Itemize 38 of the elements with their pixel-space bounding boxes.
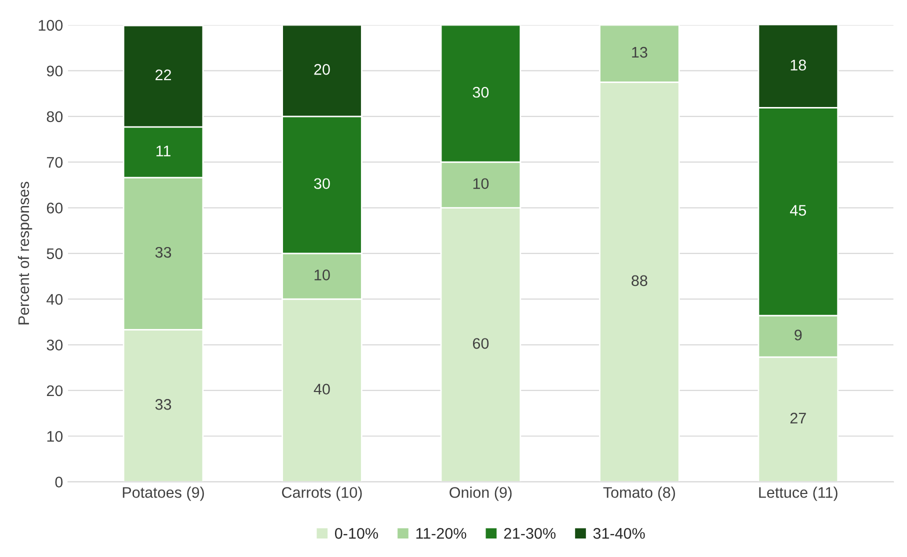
x-tick-label: Onion (9) bbox=[450, 486, 512, 501]
data-label: 27 bbox=[790, 412, 806, 424]
data-label: 88 bbox=[632, 275, 648, 286]
data-label: 18 bbox=[790, 60, 806, 70]
data-label: 10 bbox=[314, 270, 330, 280]
data-label: 40 bbox=[314, 384, 330, 395]
x-tick-label: Carrots (10) bbox=[282, 486, 362, 501]
legend-label: 21-30% bbox=[504, 528, 556, 539]
data-label: 60 bbox=[472, 338, 489, 349]
y-tick-label: 30 bbox=[46, 340, 63, 350]
data-label: 30 bbox=[314, 178, 330, 190]
y-tick-label: 0 bbox=[55, 476, 63, 488]
x-tick-label: Potatoes (9) bbox=[122, 486, 204, 501]
x-tick-label: Lettuce (11) bbox=[759, 486, 838, 501]
y-tick-label: 40 bbox=[46, 294, 63, 305]
data-label: 33 bbox=[155, 399, 172, 410]
data-label: 11 bbox=[156, 146, 170, 156]
y-tick-label: 90 bbox=[46, 66, 63, 76]
legend-label: 0-10% bbox=[334, 528, 378, 539]
y-tick-label: 50 bbox=[46, 248, 63, 260]
data-label: 33 bbox=[155, 246, 172, 258]
data-label: 13 bbox=[632, 46, 648, 58]
data-label: 30 bbox=[472, 86, 489, 98]
y-tick-label: 100 bbox=[38, 20, 63, 31]
legend-label: 11-20% bbox=[416, 528, 466, 539]
y-tick-label: 10 bbox=[47, 431, 63, 442]
y-tick-label: 20 bbox=[46, 385, 63, 396]
data-label: 9 bbox=[794, 330, 802, 340]
legend-label: 31-40% bbox=[593, 528, 645, 539]
y-tick-label: 60 bbox=[46, 202, 63, 214]
data-label: 20 bbox=[314, 64, 330, 75]
data-label: 10 bbox=[473, 178, 489, 190]
x-tick-label: Tomato (8) bbox=[603, 486, 675, 501]
y-axis-title: Percent of responses bbox=[18, 182, 32, 324]
y-tick-label: 70 bbox=[46, 156, 63, 168]
y-tick-label: 80 bbox=[46, 111, 63, 122]
data-label: 45 bbox=[790, 205, 806, 216]
data-label: 22 bbox=[156, 70, 171, 80]
